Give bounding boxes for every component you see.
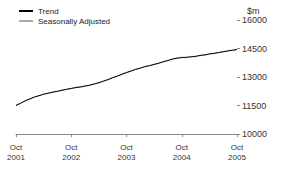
svg-text:Oct: Oct <box>120 143 133 152</box>
svg-text:$m: $m <box>247 6 260 17</box>
svg-text:Seasonally Adjusted: Seasonally Adjusted <box>38 17 110 26</box>
svg-text:11500: 11500 <box>242 101 266 111</box>
svg-text:16000: 16000 <box>242 15 267 25</box>
svg-text:2001: 2001 <box>7 153 25 162</box>
svg-text:2003: 2003 <box>118 153 136 162</box>
svg-text:14500: 14500 <box>242 44 267 54</box>
svg-text:Trend: Trend <box>38 7 59 16</box>
svg-text:Oct: Oct <box>10 143 23 152</box>
svg-text:2002: 2002 <box>62 153 80 162</box>
svg-text:Oct: Oct <box>231 143 244 152</box>
svg-text:2004: 2004 <box>173 153 191 162</box>
svg-text:2005: 2005 <box>228 153 246 162</box>
svg-text:Oct: Oct <box>65 143 78 152</box>
svg-text:Oct: Oct <box>176 143 189 152</box>
svg-text:13000: 13000 <box>242 72 267 82</box>
svg-text:10000: 10000 <box>242 129 267 139</box>
